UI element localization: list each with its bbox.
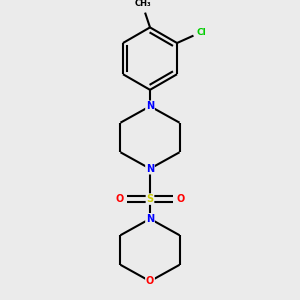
Text: O: O xyxy=(116,194,124,204)
Text: S: S xyxy=(146,194,154,204)
Text: CH₃: CH₃ xyxy=(135,0,152,8)
Text: N: N xyxy=(146,164,154,174)
Text: N: N xyxy=(146,214,154,224)
Text: O: O xyxy=(176,194,184,204)
Text: Cl: Cl xyxy=(197,28,207,37)
Text: N: N xyxy=(146,101,154,111)
Text: O: O xyxy=(146,276,154,286)
